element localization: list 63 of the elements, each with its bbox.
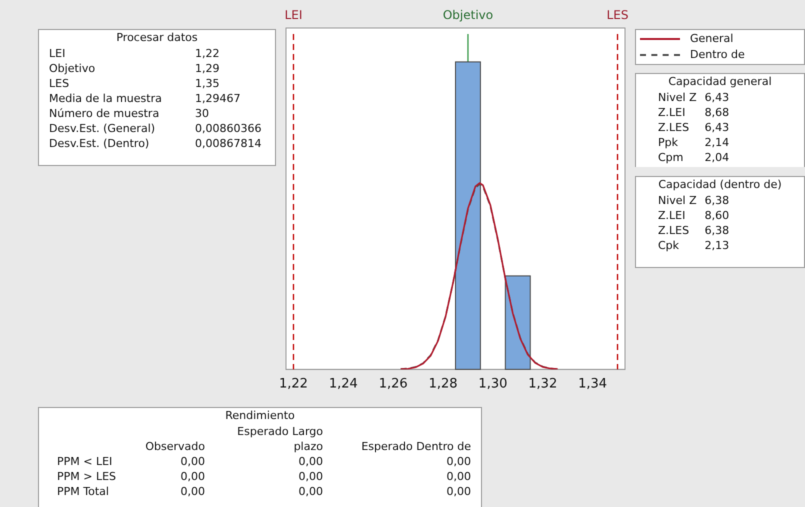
text: 30 — [194, 106, 210, 121]
text: 8,60 — [704, 208, 730, 223]
text: 1,22 — [194, 46, 220, 61]
text: Esperado Dentro de — [360, 439, 472, 454]
text: 2,04 — [704, 150, 730, 165]
text: Cpm — [657, 150, 684, 165]
text: 2,13 — [704, 238, 730, 253]
text: Desv.Est. (General) — [48, 121, 156, 136]
x-tick-label: 1,28 — [428, 376, 458, 392]
text: Objetivo — [48, 61, 96, 76]
text: Nivel Z — [657, 90, 698, 105]
text: 1,29467 — [194, 91, 242, 106]
text: LES — [48, 76, 70, 91]
text: 0,00 — [180, 469, 206, 484]
text: 6,43 — [704, 120, 730, 135]
ref-line-label: Objetivo — [442, 8, 494, 22]
text: PPM > LES — [56, 469, 118, 484]
text: 0,00860366 — [194, 121, 262, 136]
text: Observado — [144, 439, 206, 454]
ref-line-label: LES — [606, 8, 628, 22]
text: 0,00 — [446, 484, 472, 499]
text: 6,38 — [704, 193, 730, 208]
text: 2,14 — [704, 135, 730, 150]
x-tick-label: 1,24 — [328, 376, 358, 392]
text: Media de la muestra — [48, 91, 163, 106]
text: 8,68 — [704, 105, 730, 120]
text: Nivel Z — [657, 193, 698, 208]
x-tick-label: 1,34 — [578, 376, 608, 392]
text: Esperado Largo plazo — [236, 424, 324, 454]
text: 1,35 — [194, 76, 220, 91]
text: 0,00 — [298, 484, 324, 499]
text: Z.LEI — [657, 208, 686, 223]
text: LEI — [48, 46, 66, 61]
text: Rendimiento — [224, 408, 296, 424]
text: 0,00 — [446, 454, 472, 469]
x-tick-label: 1,26 — [378, 376, 408, 392]
text: 0,00 — [298, 469, 324, 484]
text: Desv.Est. (Dentro) — [48, 136, 150, 151]
legend-label: General — [689, 31, 734, 47]
text: 0,00867814 — [194, 136, 262, 151]
ref-line-label: LEI — [284, 8, 302, 22]
text: Procesar datos — [115, 30, 199, 46]
text: Capacidad (dentro de) — [657, 177, 783, 193]
x-tick-label: 1,30 — [478, 376, 508, 392]
text: Cpk — [657, 238, 680, 253]
text: Capacidad general — [667, 74, 773, 90]
text: Z.LEI — [657, 105, 686, 120]
text: Z.LES — [657, 223, 690, 238]
text: 0,00 — [298, 454, 324, 469]
text: 6,43 — [704, 90, 730, 105]
text: PPM < LEI — [56, 454, 114, 469]
x-tick-label: 1,22 — [279, 376, 308, 392]
text: 6,38 — [704, 223, 730, 238]
text: 0,00 — [180, 484, 206, 499]
text: PPM Total — [56, 484, 110, 499]
text: 0,00 — [180, 454, 206, 469]
text: Z.LES — [657, 120, 690, 135]
text: 0,00 — [446, 469, 472, 484]
text: Ppk — [657, 135, 679, 150]
legend-label: Dentro de — [689, 47, 746, 63]
text: Número de muestra — [48, 106, 160, 121]
x-tick-label: 1,32 — [528, 376, 558, 392]
text: 1,29 — [194, 61, 220, 76]
